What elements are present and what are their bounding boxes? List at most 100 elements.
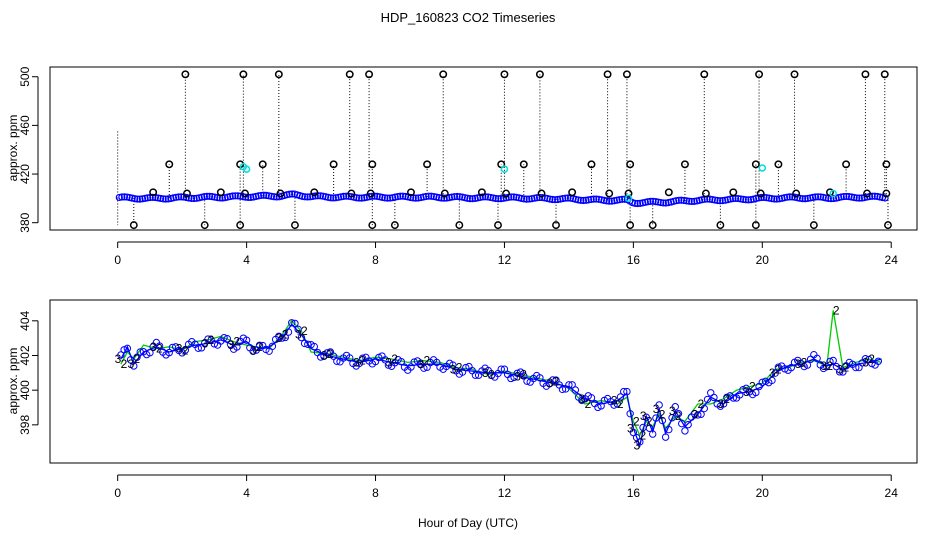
data-point-black bbox=[880, 70, 889, 79]
data-point-blue bbox=[796, 194, 804, 202]
series-label-2: 2 bbox=[424, 354, 431, 368]
x-tick-label: 12 bbox=[498, 486, 512, 500]
data-point-blue bbox=[337, 193, 345, 201]
data-point-blue bbox=[726, 195, 734, 203]
data-point-cyan bbox=[758, 164, 767, 172]
data-point-black bbox=[519, 160, 528, 169]
data-point-blue bbox=[755, 194, 763, 202]
data-point-black bbox=[239, 70, 248, 79]
data-point-blue bbox=[677, 196, 685, 204]
series-label-2: 2 bbox=[208, 333, 215, 347]
data-point-blue bbox=[694, 411, 702, 419]
data-point-blue bbox=[684, 420, 692, 429]
data-point-black bbox=[366, 189, 375, 198]
data-point-blue bbox=[420, 364, 428, 372]
series-label-2: 2 bbox=[182, 343, 189, 357]
data-point-blue bbox=[832, 362, 841, 371]
data-point-black bbox=[291, 221, 299, 230]
data-point-blue bbox=[303, 193, 312, 201]
data-point-black bbox=[792, 189, 801, 198]
data-point-blue bbox=[223, 335, 231, 343]
data-point-blue bbox=[757, 193, 765, 202]
data-point-blue bbox=[561, 194, 569, 202]
y-tick-label: 420 bbox=[18, 164, 32, 184]
data-point-blue bbox=[597, 402, 605, 410]
data-point-blue bbox=[123, 193, 131, 201]
data-point-blue bbox=[397, 357, 406, 366]
data-point-blue bbox=[510, 193, 518, 201]
data-point-blue bbox=[801, 195, 809, 203]
y-tick-label: 380 bbox=[18, 212, 32, 232]
data-point-blue bbox=[262, 191, 270, 200]
data-point-blue bbox=[123, 344, 132, 353]
data-point-blue bbox=[646, 197, 655, 205]
data-point-black bbox=[455, 221, 464, 230]
data-point-black bbox=[477, 188, 486, 197]
data-point-black bbox=[568, 188, 577, 197]
data-point-blue bbox=[675, 196, 683, 204]
series-label-2: 2 bbox=[520, 368, 527, 382]
data-point-blue bbox=[620, 387, 628, 396]
series-label-2: 2 bbox=[801, 355, 808, 369]
data-point-black bbox=[700, 70, 709, 79]
series-label-3: 3 bbox=[862, 355, 869, 369]
data-point-blue bbox=[671, 403, 679, 411]
data-point-blue bbox=[177, 193, 185, 201]
data-point-blue bbox=[734, 194, 742, 203]
data-point-blue bbox=[744, 196, 753, 204]
data-point-blue bbox=[254, 192, 263, 200]
data-point-blue bbox=[564, 194, 572, 202]
data-point-black bbox=[882, 160, 891, 169]
data-point-blue bbox=[247, 193, 255, 201]
series-label-2: 2 bbox=[826, 359, 833, 373]
data-point-blue bbox=[378, 193, 386, 201]
data-point-blue bbox=[284, 328, 293, 336]
data-point-blue bbox=[685, 197, 693, 205]
data-point-blue bbox=[310, 342, 318, 351]
data-point-blue bbox=[384, 361, 393, 369]
data-point-blue bbox=[149, 193, 157, 201]
data-point-blue bbox=[316, 192, 325, 200]
data-point-blue bbox=[435, 194, 443, 202]
series-label-3: 3 bbox=[640, 409, 647, 423]
data-point-blue bbox=[396, 192, 404, 200]
y-axis-label: approx. ppm bbox=[6, 348, 20, 415]
data-point-blue bbox=[853, 194, 861, 202]
series-label-3: 3 bbox=[276, 331, 283, 345]
data-point-blue bbox=[549, 376, 557, 384]
data-point-blue bbox=[200, 193, 208, 201]
data-point-blue bbox=[494, 195, 502, 203]
data-point-blue bbox=[713, 196, 722, 205]
data-point-black bbox=[494, 221, 502, 230]
data-point-blue bbox=[822, 194, 830, 202]
data-point-black bbox=[755, 70, 764, 79]
data-point-black bbox=[200, 221, 209, 230]
data-point-black bbox=[882, 189, 891, 198]
series-label-3: 3 bbox=[820, 359, 827, 373]
data-point-black bbox=[626, 221, 635, 230]
data-point-blue bbox=[410, 358, 418, 366]
y-tick-label: 404 bbox=[18, 310, 32, 330]
y-tick-label: 398 bbox=[18, 415, 32, 435]
series-label-3: 3 bbox=[743, 385, 750, 399]
data-point-blue bbox=[255, 341, 264, 350]
data-point-blue bbox=[655, 401, 663, 409]
data-point-blue bbox=[381, 356, 389, 364]
data-point-blue bbox=[878, 193, 887, 202]
data-point-black bbox=[664, 188, 673, 197]
data-point-blue bbox=[193, 194, 201, 202]
data-point-blue bbox=[453, 192, 461, 201]
data-point-blue bbox=[329, 352, 338, 360]
data-point-blue bbox=[681, 427, 689, 435]
series-label-2: 2 bbox=[833, 303, 840, 317]
x-tick-label: 4 bbox=[243, 486, 250, 500]
data-point-blue bbox=[881, 194, 889, 202]
data-point-blue bbox=[652, 414, 660, 422]
data-point-blue bbox=[115, 193, 123, 202]
data-point-blue bbox=[220, 334, 228, 342]
data-point-black bbox=[390, 221, 399, 230]
data-point-blue bbox=[117, 351, 125, 359]
data-point-black bbox=[423, 160, 432, 169]
data-point-blue bbox=[231, 192, 239, 200]
data-point-blue bbox=[652, 197, 660, 206]
